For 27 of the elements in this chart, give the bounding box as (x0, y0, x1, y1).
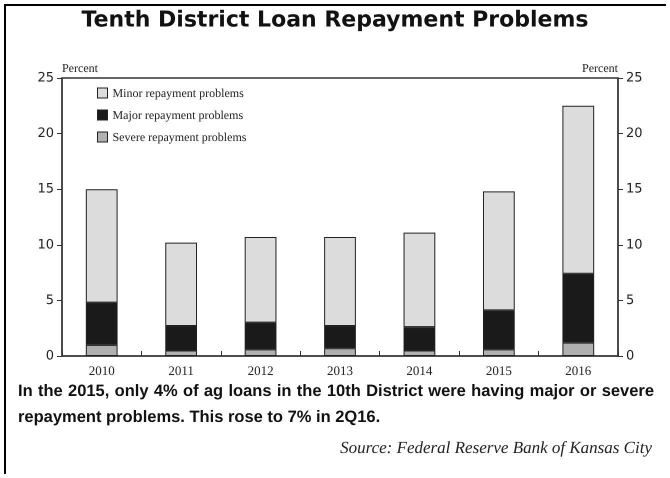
y-axis-title: Percent (62, 61, 99, 75)
y2-tick-label: 10 (626, 237, 643, 252)
text: In the 2015, only 4% of ag loans in the 10th District were having major or severe repayment problems. This rose to 7% in 2Q16. (18, 381, 654, 428)
y2-tick-label: 0 (626, 348, 634, 364)
y2-tick-label: 25 (626, 70, 643, 86)
source-note: Source: Federal Reserve Bank of Kansas City (340, 438, 652, 458)
x-tick-label: 2010 (88, 363, 115, 378)
x-tick-label: 2016 (565, 363, 592, 378)
y-tick-label: 5 (46, 292, 54, 308)
y2-tick-label: 15 (626, 182, 643, 197)
y2-tick-label: 5 (626, 292, 634, 308)
x-tick-label: 2011 (168, 363, 194, 378)
legend-label: Minor repayment problems (112, 86, 244, 100)
legend-label: Severe repayment problems (112, 130, 247, 144)
y-tick-label: 20 (37, 126, 54, 142)
x-tick-label: 2015 (486, 363, 512, 378)
y2-axis-title: Percent (582, 61, 619, 75)
x-tick-label: 2012 (248, 363, 274, 378)
y-tick-label: 25 (37, 70, 54, 86)
y2-tick-label: 20 (626, 126, 643, 142)
y-tick-label: 10 (37, 237, 54, 252)
x-tick-label: 2013 (327, 363, 353, 378)
x-tick-label: 2014 (406, 363, 433, 378)
y-tick-label: 0 (46, 348, 54, 364)
chart-title: Tenth District Loan Repayment Problems (82, 8, 588, 32)
y-tick-label: 15 (37, 182, 54, 197)
legend-label: Major repayment problems (112, 108, 244, 122)
